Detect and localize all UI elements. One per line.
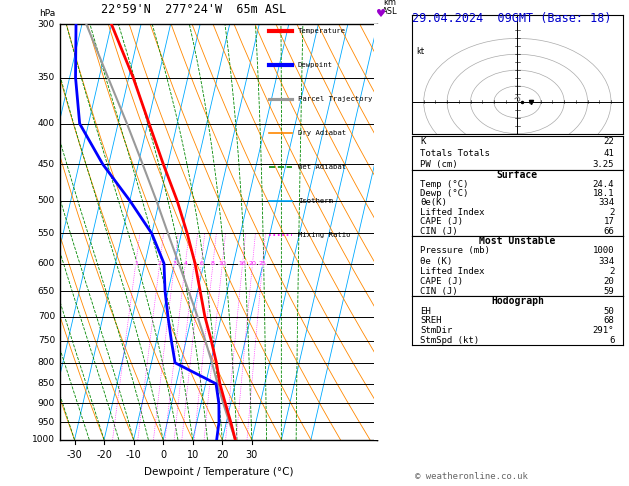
Text: 2: 2 (609, 208, 615, 217)
Text: 59: 59 (604, 287, 615, 296)
Text: LCL: LCL (378, 422, 393, 431)
Text: θe(K): θe(K) (420, 198, 447, 208)
Text: Totals Totals: Totals Totals (420, 149, 490, 157)
Text: -20: -20 (96, 450, 112, 460)
Text: Mixing Ratio: Mixing Ratio (298, 232, 350, 238)
Text: Dewpoint: Dewpoint (298, 62, 333, 68)
Text: 350: 350 (38, 73, 55, 82)
Text: CAPE (J): CAPE (J) (420, 217, 464, 226)
Text: 550: 550 (38, 229, 55, 238)
Text: StmSpd (kt): StmSpd (kt) (420, 336, 479, 345)
Text: 0: 0 (160, 450, 166, 460)
Text: 6: 6 (380, 160, 386, 169)
Text: 30: 30 (246, 450, 258, 460)
Text: Dewp (°C): Dewp (°C) (420, 189, 469, 198)
Text: 66: 66 (604, 226, 615, 236)
Text: Lifted Index: Lifted Index (420, 267, 485, 276)
Text: CIN (J): CIN (J) (420, 226, 458, 236)
Text: 1000: 1000 (593, 246, 615, 256)
Text: SREH: SREH (420, 316, 442, 325)
Text: 16: 16 (238, 261, 247, 266)
Text: 22°59'N  277°24'W  65m ASL: 22°59'N 277°24'W 65m ASL (101, 3, 286, 16)
Text: 8: 8 (211, 261, 215, 266)
Text: © weatheronline.co.uk: © weatheronline.co.uk (415, 472, 528, 481)
Text: 750: 750 (38, 336, 55, 345)
Text: 8: 8 (380, 73, 386, 82)
Text: Dewpoint / Temperature (°C): Dewpoint / Temperature (°C) (144, 467, 293, 477)
Text: 20: 20 (604, 277, 615, 286)
Text: 500: 500 (38, 196, 55, 205)
Text: 4: 4 (184, 261, 187, 266)
Text: Pressure (mb): Pressure (mb) (420, 246, 490, 256)
Text: 334: 334 (598, 257, 615, 265)
Text: 650: 650 (38, 287, 55, 295)
Text: 10: 10 (218, 261, 226, 266)
Text: Temp (°C): Temp (°C) (420, 180, 469, 189)
Text: 850: 850 (38, 379, 55, 388)
Text: 300: 300 (38, 20, 55, 29)
Text: 900: 900 (38, 399, 55, 408)
Text: 18.1: 18.1 (593, 189, 615, 198)
Text: 17: 17 (604, 217, 615, 226)
Text: 20: 20 (216, 450, 228, 460)
Text: 700: 700 (38, 312, 55, 321)
Text: StmDir: StmDir (420, 326, 453, 335)
Text: EH: EH (420, 307, 431, 315)
Text: 50: 50 (604, 307, 615, 315)
Text: 950: 950 (38, 417, 55, 427)
Text: PW (cm): PW (cm) (420, 160, 458, 169)
Text: 800: 800 (38, 358, 55, 367)
Text: Wet Adiabat: Wet Adiabat (298, 164, 346, 170)
Text: Parcel Trajectory: Parcel Trajectory (298, 96, 372, 102)
Text: 1: 1 (134, 261, 138, 266)
Text: Isotherm: Isotherm (298, 198, 333, 204)
Text: Lifted Index: Lifted Index (420, 208, 485, 217)
Text: 1000: 1000 (32, 435, 55, 444)
Text: 291°: 291° (593, 326, 615, 335)
Text: Dry Adiabat: Dry Adiabat (298, 130, 346, 136)
Text: -30: -30 (67, 450, 82, 460)
Text: 22: 22 (604, 137, 615, 146)
Text: CIN (J): CIN (J) (420, 287, 458, 296)
Text: km
ASL: km ASL (382, 0, 398, 16)
Text: 7: 7 (380, 119, 386, 128)
Text: Hodograph: Hodograph (491, 296, 544, 306)
Text: 600: 600 (38, 259, 55, 268)
Text: 6: 6 (609, 336, 615, 345)
Text: 400: 400 (38, 119, 55, 128)
Text: hPa: hPa (39, 9, 55, 18)
Text: kt: kt (416, 47, 425, 56)
Text: 2: 2 (158, 261, 162, 266)
Text: 20: 20 (248, 261, 257, 266)
Text: 10: 10 (187, 450, 199, 460)
Text: 3.25: 3.25 (593, 160, 615, 169)
Text: 334: 334 (598, 198, 615, 208)
Text: 6: 6 (199, 261, 203, 266)
Text: Temperature: Temperature (298, 28, 346, 34)
Text: 5: 5 (192, 261, 196, 266)
Text: ♥: ♥ (376, 9, 386, 19)
Text: θe (K): θe (K) (420, 257, 453, 265)
Text: 24.4: 24.4 (593, 180, 615, 189)
Text: Most Unstable: Most Unstable (479, 236, 555, 246)
Text: 5: 5 (380, 196, 386, 205)
Text: 450: 450 (38, 160, 55, 169)
Text: CAPE (J): CAPE (J) (420, 277, 464, 286)
Text: 2: 2 (609, 267, 615, 276)
Text: Mixing Ratio (g/kg): Mixing Ratio (g/kg) (428, 189, 437, 275)
Text: 3: 3 (172, 261, 177, 266)
Text: Surface: Surface (497, 170, 538, 180)
Text: 68: 68 (604, 316, 615, 325)
Text: 25: 25 (259, 261, 267, 266)
Text: 29.04.2024  09GMT (Base: 18): 29.04.2024 09GMT (Base: 18) (412, 12, 611, 25)
Text: -10: -10 (126, 450, 142, 460)
Text: K: K (420, 137, 426, 146)
Text: 41: 41 (604, 149, 615, 157)
